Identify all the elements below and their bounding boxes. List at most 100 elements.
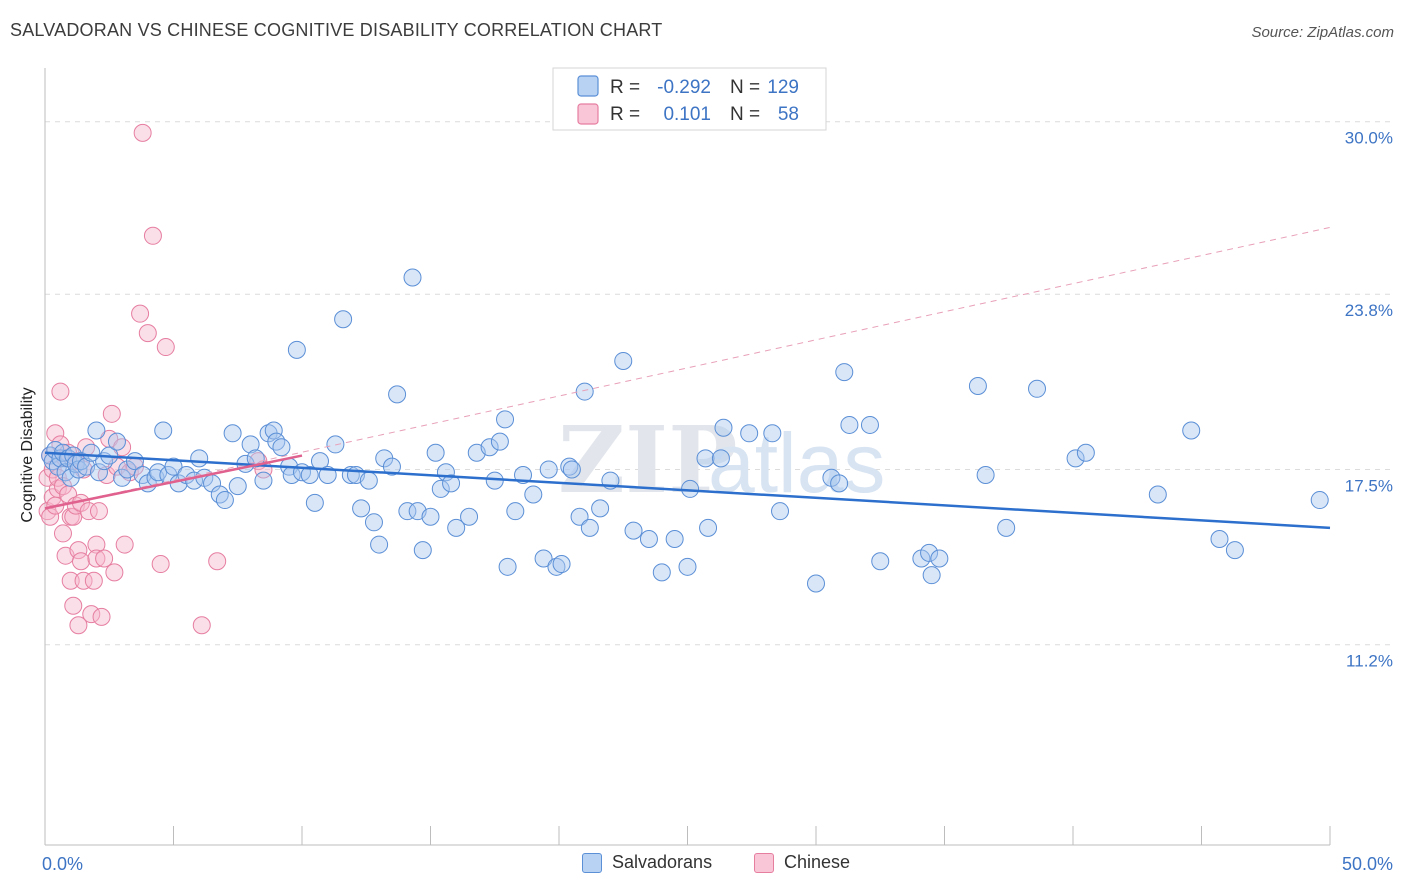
legend-n-label: N = — [730, 104, 760, 125]
salvadorans-swatch — [582, 852, 602, 873]
legend-item-chinese: Chinese — [754, 852, 850, 873]
data-point — [241, 435, 260, 454]
data-point — [192, 616, 211, 635]
data-point — [154, 421, 173, 440]
source-credit: Source: ZipAtlas.com — [1251, 24, 1394, 41]
data-point — [102, 404, 121, 423]
data-point — [871, 552, 890, 571]
data-point — [223, 424, 242, 443]
data-point — [69, 616, 88, 635]
data-point — [652, 563, 671, 582]
data-point — [143, 226, 162, 245]
chart-title: SALVADORAN VS CHINESE COGNITIVE DISABILI… — [10, 20, 663, 40]
data-point — [580, 518, 599, 537]
data-point — [352, 499, 371, 518]
data-point — [287, 340, 306, 359]
data-point — [771, 502, 790, 521]
data-point — [382, 457, 401, 476]
data-point — [107, 432, 126, 451]
chinese-trend-line — [44, 454, 303, 510]
data-point — [614, 351, 633, 370]
data-point — [490, 432, 509, 451]
watermark-zip: ZIP — [558, 406, 737, 514]
data-point — [575, 382, 594, 401]
grid-lines — [45, 121, 1393, 646]
data-point — [82, 605, 101, 624]
data-point — [714, 418, 733, 437]
y-tick-labels: 30.0% 23.8% 17.5% 11.2% — [1345, 129, 1393, 671]
data-point — [398, 502, 417, 521]
data-point — [524, 485, 543, 504]
data-point — [105, 563, 124, 582]
data-point — [591, 499, 610, 518]
data-point — [570, 507, 589, 526]
data-point — [678, 557, 697, 576]
data-point — [460, 507, 479, 526]
data-point — [1028, 379, 1047, 398]
data-point — [89, 502, 108, 521]
data-point — [835, 363, 854, 382]
legend-r-value: -0.292 — [657, 77, 711, 98]
y-tick-label: 30.0% — [1345, 129, 1393, 148]
data-point — [1210, 530, 1229, 548]
data-point — [133, 123, 152, 142]
data-point — [84, 571, 103, 590]
data-point — [920, 543, 939, 562]
data-point — [506, 502, 525, 521]
data-point — [89, 463, 108, 482]
data-point — [87, 535, 106, 554]
data-point — [1310, 491, 1329, 510]
data-point — [860, 415, 879, 434]
data-point — [480, 438, 499, 457]
data-point — [246, 449, 265, 468]
data-point — [807, 574, 825, 593]
data-point — [87, 549, 106, 568]
x-tick-label: 0.0% — [42, 854, 83, 874]
data-point — [190, 449, 209, 468]
data-point — [370, 535, 389, 554]
data-point — [976, 466, 995, 485]
data-point — [51, 382, 70, 401]
legend-r-label: R = — [610, 77, 640, 98]
data-point — [922, 566, 941, 585]
data-point — [740, 424, 759, 443]
data-point — [64, 596, 83, 615]
data-point — [763, 424, 782, 443]
data-point — [711, 449, 730, 468]
data-point — [1182, 421, 1201, 440]
data-point — [359, 471, 378, 490]
data-point — [413, 541, 432, 560]
data-point — [442, 474, 461, 493]
legend-r-label: R = — [610, 104, 640, 125]
data-point — [403, 268, 422, 287]
data-point — [138, 324, 157, 343]
data-point — [254, 471, 273, 490]
data-point — [228, 477, 247, 496]
data-point — [210, 485, 229, 504]
data-point — [267, 432, 286, 451]
chinese-swatch — [754, 852, 774, 873]
data-point — [624, 521, 643, 540]
data-point — [562, 460, 581, 479]
data-point — [82, 443, 101, 462]
data-point — [305, 493, 324, 512]
data-point — [388, 385, 407, 404]
legend-item-salvadorans: Salvadorans — [582, 852, 712, 873]
data-point — [131, 304, 150, 323]
data-point — [1225, 541, 1244, 560]
data-point — [364, 513, 383, 532]
data-point — [151, 555, 170, 574]
data-point — [552, 555, 571, 574]
data-point — [498, 557, 517, 576]
data-point — [1076, 443, 1095, 462]
data-point — [208, 552, 227, 571]
data-point — [560, 457, 579, 476]
data-point — [69, 541, 88, 560]
data-point — [639, 530, 658, 548]
data-point — [272, 438, 291, 457]
data-point — [95, 549, 114, 568]
x-tick-label: 50.0% — [1342, 854, 1393, 874]
legend-label-chinese: Chinese — [784, 852, 851, 872]
data-point — [334, 310, 353, 329]
data-point — [930, 549, 949, 568]
